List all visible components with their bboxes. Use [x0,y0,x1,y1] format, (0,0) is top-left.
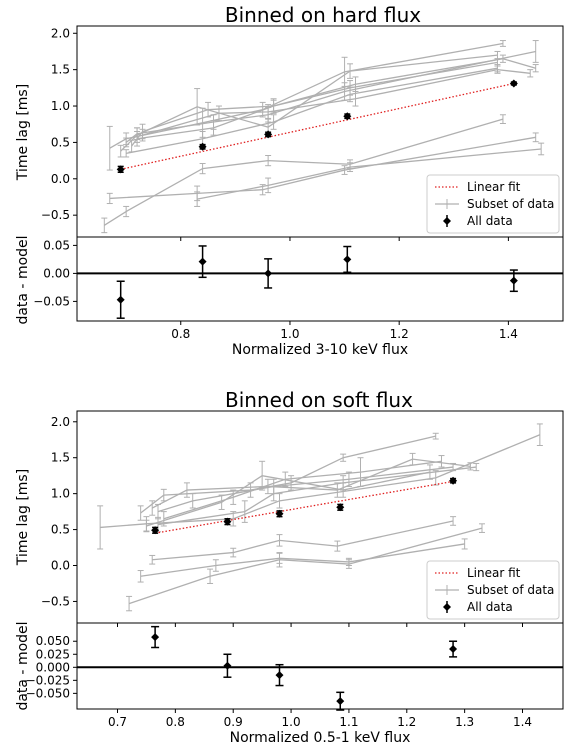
all-data-point [264,130,273,139]
x-tick-label: 1.4 [513,715,532,729]
subset-series-line [131,61,498,147]
residual-point [449,645,458,654]
all-data-point [509,79,518,88]
x-tick-label: 1.2 [390,327,409,341]
x-tick-label: 1.0 [280,327,299,341]
all-data-point [275,509,284,518]
residual-panel-frame [76,236,564,322]
subset-series-line [142,68,531,136]
all-data-point [343,112,352,121]
residual-y-tick-label: 0.00 [43,266,70,280]
y-tick-label: 0.0 [51,559,70,573]
residual-y-tick-label: −0.050 [26,686,70,700]
residual-point [275,671,284,680]
legend-box [426,560,560,620]
residual-point [198,257,207,266]
residual-panel-frame [76,622,564,710]
x-tick-label: 1.4 [499,327,518,341]
subset-series-line [140,543,465,577]
x-tick-label: 1.2 [397,715,416,729]
residual-point [116,295,125,304]
residual-y-axis-label: data - model [15,235,31,324]
subset-series-line [120,54,498,152]
y-tick-label: 1.0 [51,99,70,113]
chart-title: Binned on soft flux [225,388,413,412]
residual-y-tick-label: 0.025 [36,647,70,661]
legend-linear-fit-label: Linear fit [467,566,521,580]
y-tick-label: −0.5 [41,594,70,608]
subset-series-line [151,458,471,509]
residual-point [509,276,518,285]
x-tick-label: 0.9 [224,715,243,729]
residual-point [151,633,160,642]
legend-box [426,174,560,234]
y-axis-label: Time lag [ms] [15,469,31,566]
legend-linear-fit-label: Linear fit [467,180,521,194]
chart-title: Binned on hard flux [225,3,421,27]
y-tick-label: 2.0 [51,26,70,40]
subset-series-line [152,520,454,561]
y-tick-label: 1.5 [51,63,70,77]
linear-fit-line [154,480,454,534]
y-tick-label: 0.5 [51,135,70,149]
all-data-point [223,517,232,526]
all-data-point [151,526,160,535]
y-axis-label: Time lag [ms] [15,84,31,181]
legend-subset-label: Subset of data [467,197,554,211]
subset-series-line [100,434,541,529]
legend-all-data-swatch [443,217,451,225]
y-tick-label: 0.0 [51,172,70,186]
residual-point [264,269,273,278]
residual-y-tick-label: 0.05 [43,238,70,252]
x-tick-label: 1.0 [282,715,301,729]
y-tick-label: 2.0 [51,415,70,429]
residual-point [223,661,232,670]
linear-fit-line [120,82,514,170]
residual-y-tick-label: −0.05 [33,294,70,308]
legend-all-data-label: All data [467,600,513,614]
all-data-point [198,142,207,151]
all-data-point [116,165,125,174]
x-tick-label: 0.8 [166,715,185,729]
subset-series-line [197,148,542,200]
y-tick-label: 1.5 [51,451,70,465]
y-tick-label: 0.5 [51,523,70,537]
residual-y-tick-label: 0.000 [36,660,70,674]
x-tick-label: 0.8 [171,327,190,341]
x-tick-label: 1.1 [339,715,358,729]
y-tick-label: 1.0 [51,487,70,501]
x-tick-label: 1.3 [455,715,474,729]
legend-subset-label: Subset of data [467,583,554,597]
x-axis-label: Normalized 0.5-1 keV flux [230,730,411,746]
legend-all-data-swatch [443,603,451,611]
all-data-point [336,503,345,512]
subset-series-line [136,58,536,140]
all-data-point [449,476,458,485]
residual-y-tick-label: 0.050 [36,634,70,648]
residual-point [336,697,345,706]
subset-series-line [103,118,504,226]
residual-point [343,255,352,264]
subset-series-line [109,42,504,149]
y-tick-label: −0.5 [41,208,70,222]
subset-series-line [125,50,536,143]
legend-all-data-label: All data [467,214,513,228]
residual-y-tick-label: −0.025 [26,673,70,687]
x-axis-label: Normalized 3-10 keV flux [232,342,408,358]
residual-y-axis-label: data - model [15,621,31,710]
x-tick-label: 0.7 [108,715,127,729]
